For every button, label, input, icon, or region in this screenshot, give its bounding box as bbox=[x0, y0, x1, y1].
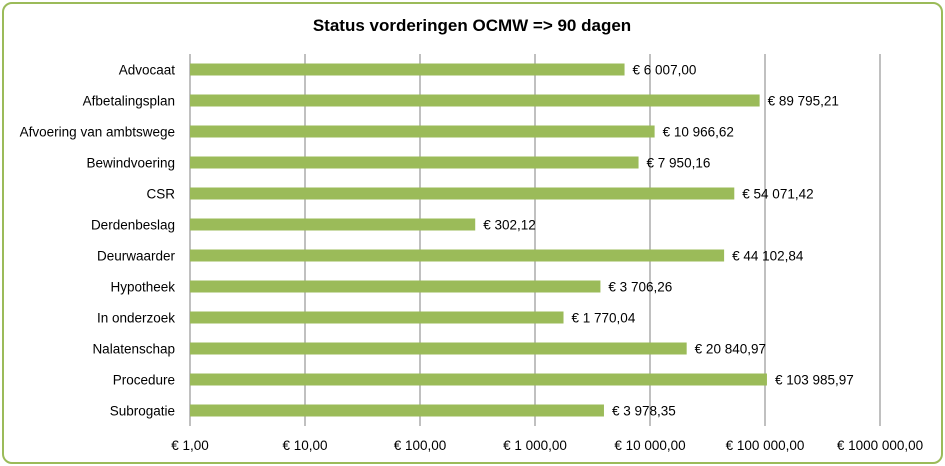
category-labels: Advocaat Afbetalingsplan Afvoering van amb… bbox=[20, 63, 176, 419]
category-label: Nalatenschap bbox=[92, 342, 175, 357]
value-labels: € 6 007,00 € 89 795,21 € 10 966,62 € 7 950,… bbox=[483, 63, 854, 419]
tick-label: € 1,00 bbox=[171, 438, 209, 453]
value-label: € 103 985,97 bbox=[775, 373, 854, 388]
bar bbox=[190, 311, 564, 324]
chart-title: Status vorderingen OCMW => 90 dagen bbox=[313, 16, 631, 35]
tick-label: € 10,00 bbox=[282, 438, 327, 453]
bar bbox=[190, 249, 725, 262]
value-label: € 89 795,21 bbox=[768, 94, 839, 109]
bar bbox=[190, 63, 625, 76]
tick-label: € 100 000,00 bbox=[726, 438, 805, 453]
bar bbox=[190, 125, 655, 138]
value-label: € 54 071,42 bbox=[742, 187, 813, 202]
category-label: Advocaat bbox=[119, 63, 176, 78]
bar bbox=[190, 94, 760, 107]
value-label: € 3 706,26 bbox=[608, 280, 672, 295]
category-label: Subrogatie bbox=[110, 404, 175, 419]
value-label: € 1 770,04 bbox=[572, 311, 636, 326]
gridlines bbox=[189, 54, 881, 426]
tick-label: € 100,00 bbox=[394, 438, 447, 453]
value-label: € 20 840,97 bbox=[695, 342, 766, 357]
tick-label: € 1000 000,00 bbox=[837, 438, 923, 453]
bar bbox=[190, 342, 687, 355]
category-label: Bewindvoering bbox=[86, 156, 175, 171]
tick-label: € 10 000,00 bbox=[614, 438, 685, 453]
bar bbox=[190, 156, 639, 169]
category-label: Afvoering van ambtswege bbox=[20, 125, 175, 140]
tick-label: € 1 000,00 bbox=[503, 438, 567, 453]
category-label: Derdenbeslag bbox=[91, 218, 175, 233]
value-label: € 10 966,62 bbox=[663, 125, 734, 140]
value-label: € 6 007,00 bbox=[633, 63, 697, 78]
tick-labels: € 1,00 € 10,00 € 100,00 € 1 000,00 € 10 000,… bbox=[171, 438, 923, 453]
category-label: Hypotheek bbox=[110, 280, 175, 295]
category-label: In onderzoek bbox=[97, 311, 175, 326]
category-label: CSR bbox=[146, 187, 175, 202]
value-label: € 302,12 bbox=[483, 218, 536, 233]
category-label: Deurwaarder bbox=[97, 249, 176, 264]
category-label: Procedure bbox=[113, 373, 175, 388]
bar bbox=[190, 187, 735, 200]
bar bbox=[190, 404, 604, 417]
category-label: Afbetalingsplan bbox=[83, 94, 175, 109]
bars bbox=[190, 63, 767, 417]
bar bbox=[190, 280, 601, 293]
bar bbox=[190, 218, 476, 231]
value-label: € 44 102,84 bbox=[732, 249, 804, 264]
value-label: € 7 950,16 bbox=[647, 156, 711, 171]
value-label: € 3 978,35 bbox=[612, 404, 676, 419]
bar bbox=[190, 373, 767, 386]
